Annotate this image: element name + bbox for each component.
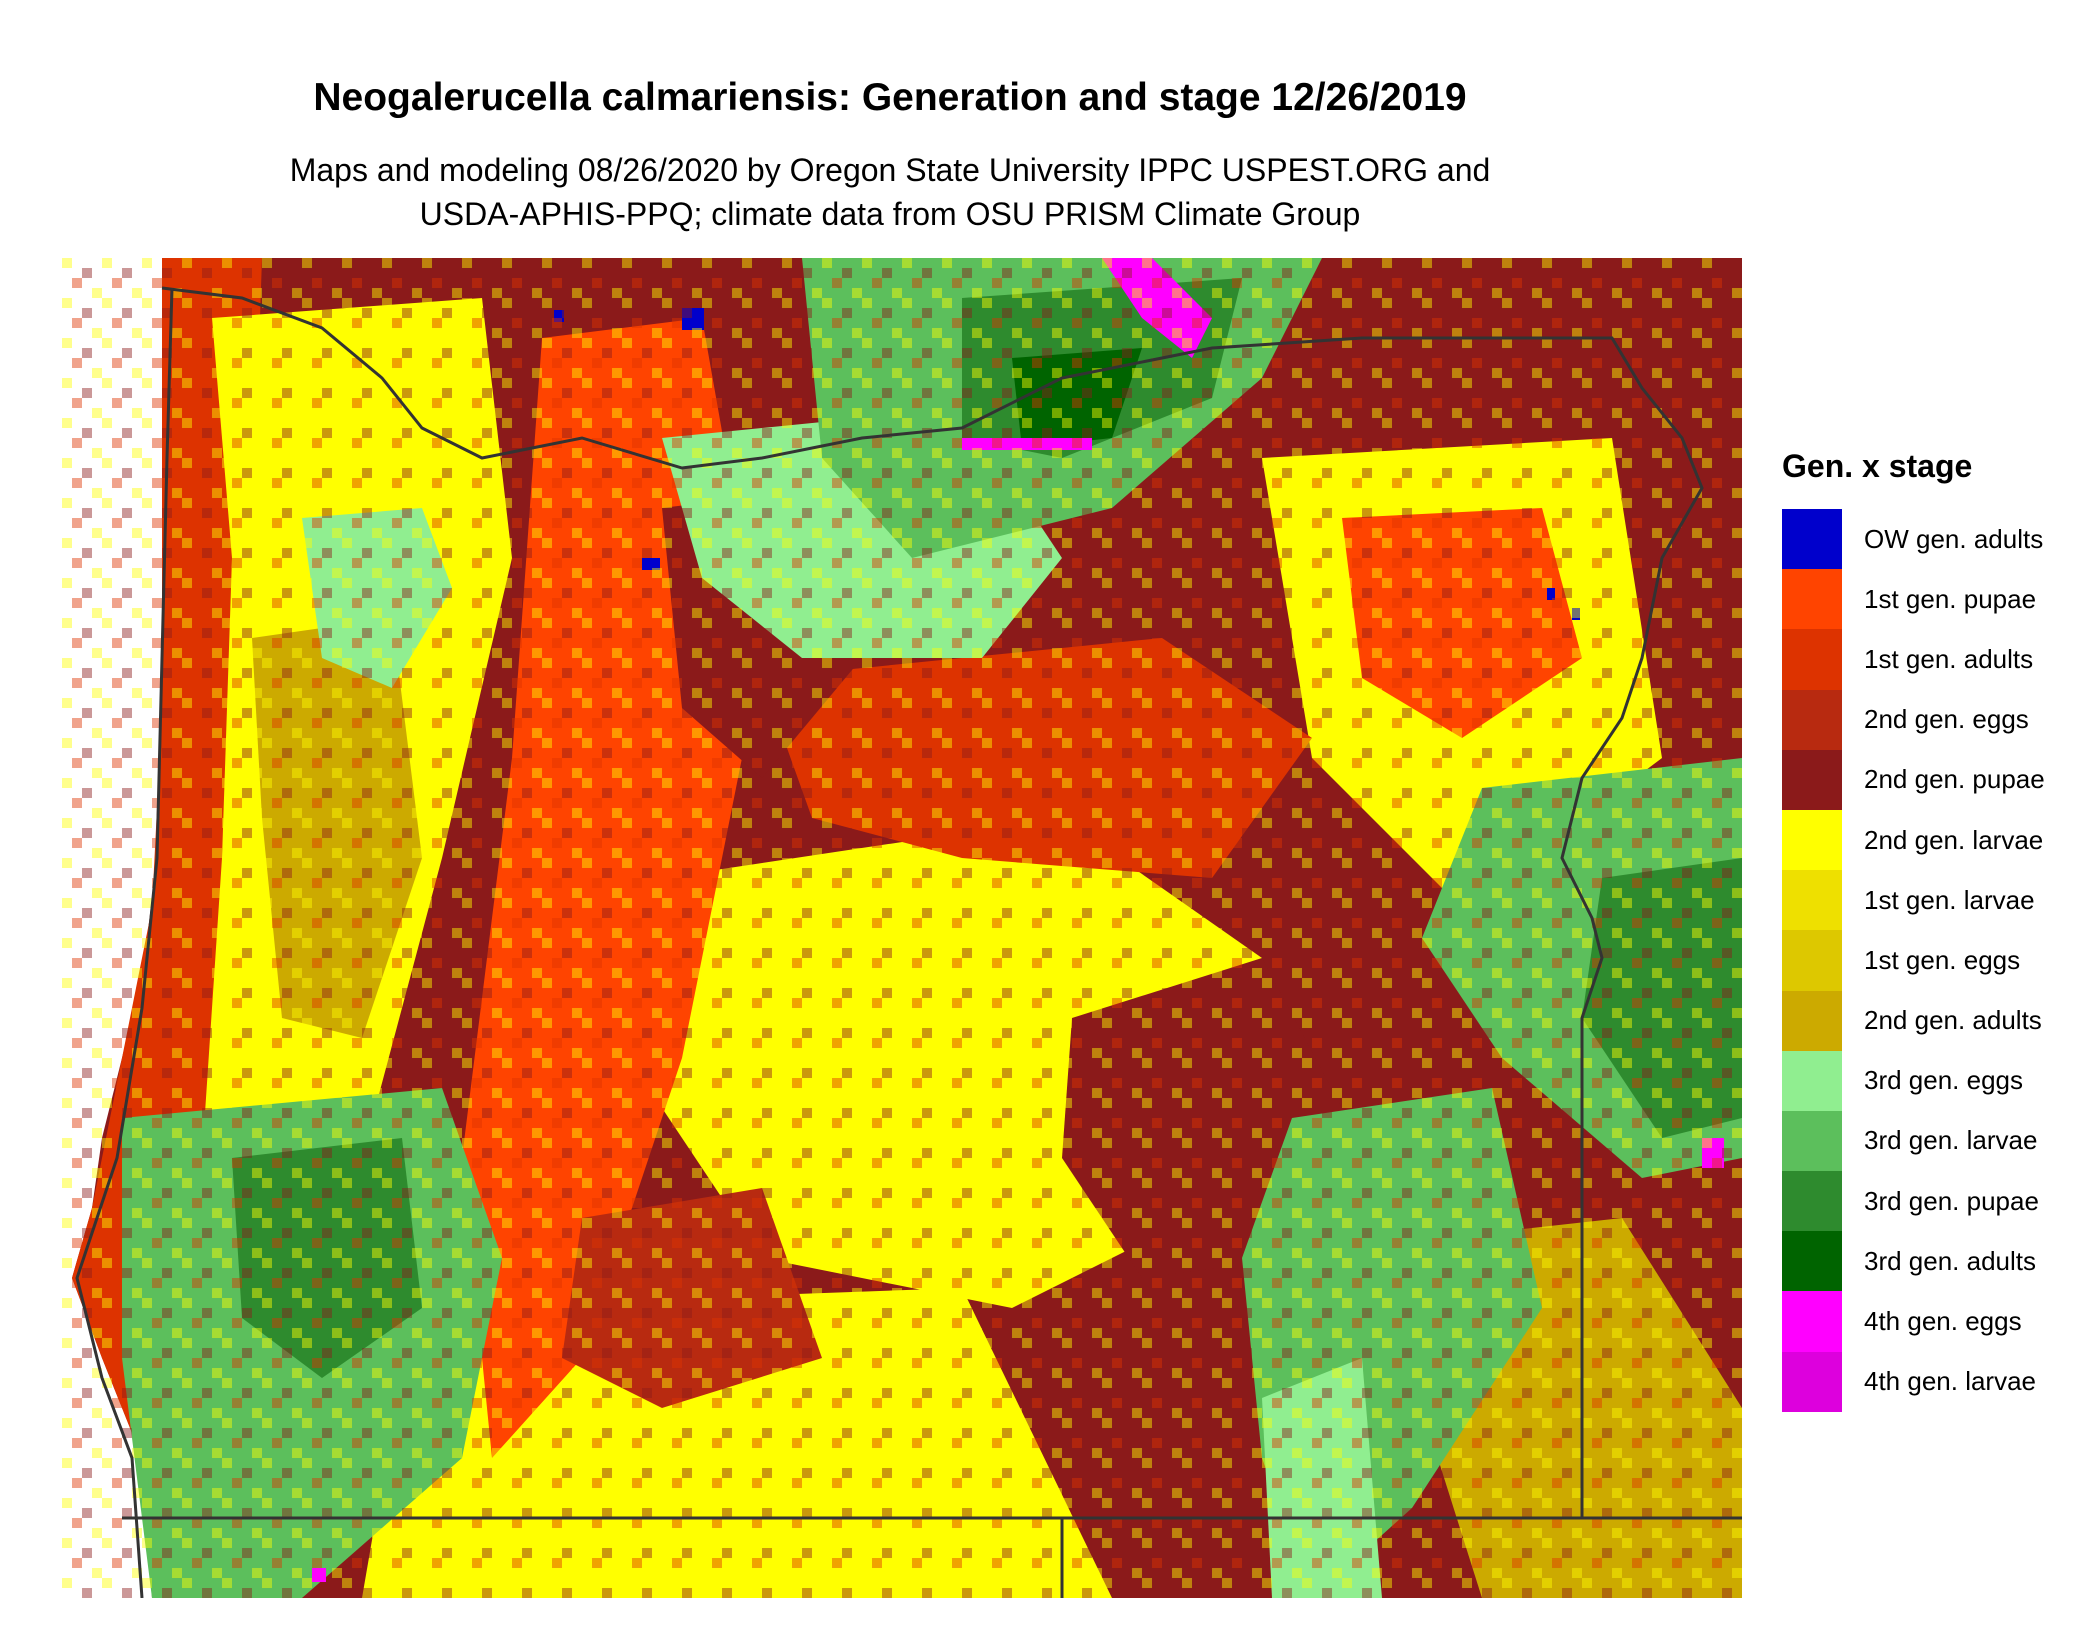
legend-label: 1st gen. larvae bbox=[1864, 884, 2035, 915]
legend-label: 3rd gen. pupae bbox=[1864, 1185, 2039, 1216]
legend-swatch bbox=[1782, 809, 1842, 871]
legend: Gen. x stage OW gen. adults 1st gen. pupa… bbox=[1782, 448, 2045, 1412]
legend-label: OW gen. adults bbox=[1864, 523, 2044, 554]
legend-item: 1st gen. adults bbox=[1782, 629, 2045, 690]
map-title: Neogalerucella calmariensis: Generation … bbox=[313, 76, 1467, 119]
legend-item: 1st gen. pupae bbox=[1782, 569, 2045, 630]
legend-item: 1st gen. larvae bbox=[1782, 870, 2045, 931]
legend-label: 3rd gen. larvae bbox=[1864, 1125, 2038, 1156]
legend-item: 3rd gen. eggs bbox=[1782, 1050, 2045, 1111]
legend-swatch bbox=[1782, 1351, 1842, 1412]
legend-swatch bbox=[1782, 509, 1842, 570]
legend-item: 2nd gen. eggs bbox=[1782, 689, 2045, 750]
legend-swatch bbox=[1782, 930, 1842, 991]
legend-label: 2nd gen. adults bbox=[1864, 1005, 2042, 1036]
legend-label: 1st gen. eggs bbox=[1864, 944, 2021, 975]
pixel-texture bbox=[62, 258, 1742, 1598]
legend-label: 2nd gen. pupae bbox=[1864, 764, 2045, 795]
legend-items: OW gen. adults 1st gen. pupae 1st gen. adu… bbox=[1782, 509, 2045, 1412]
subtitle-line-1: Maps and modeling 08/26/2020 by Oregon S… bbox=[289, 152, 1491, 188]
legend-item: 1st gen. eggs bbox=[1782, 930, 2045, 991]
legend-item: 3rd gen. adults bbox=[1782, 1231, 2045, 1292]
legend-item: 3rd gen. larvae bbox=[1782, 1110, 2045, 1172]
legend-label: 2nd gen. larvae bbox=[1864, 824, 2044, 855]
legend-swatch bbox=[1782, 990, 1842, 1051]
subtitle-line-2: USDA-APHIS-PPQ; climate data from OSU PR… bbox=[419, 196, 1361, 232]
legend-label: 1st gen. adults bbox=[1864, 643, 2034, 674]
legend-item: 2nd gen. pupae bbox=[1782, 749, 2045, 810]
legend-item: 2nd gen. adults bbox=[1782, 990, 2045, 1051]
boundary-lines bbox=[75, 286, 1742, 1598]
legend-label: 1st gen. pupae bbox=[1864, 583, 2037, 614]
legend-item: OW gen. adults bbox=[1782, 509, 2045, 570]
legend-item: 4th gen. larvae bbox=[1782, 1351, 2045, 1412]
legend-title: Gen. x stage bbox=[1782, 448, 1973, 484]
legend-item: 2nd gen. larvae bbox=[1782, 809, 2045, 871]
legend-label: 3rd gen. adults bbox=[1864, 1245, 2037, 1276]
legend-swatch bbox=[1782, 870, 1842, 931]
legend-swatch bbox=[1782, 1291, 1842, 1352]
legend-swatch bbox=[1782, 1050, 1842, 1111]
legend-swatch bbox=[1782, 569, 1842, 630]
legend-swatch bbox=[1782, 1231, 1842, 1292]
legend-item: 3rd gen. pupae bbox=[1782, 1171, 2045, 1232]
legend-swatch bbox=[1782, 689, 1842, 750]
map-subtitle: Maps and modeling 08/26/2020 by Oregon S… bbox=[0, 148, 1780, 236]
legend-item: 4th gen. eggs bbox=[1782, 1291, 2045, 1352]
legend-swatch bbox=[1782, 749, 1842, 810]
legend-label: 2nd gen. eggs bbox=[1864, 704, 2029, 735]
legend-swatch bbox=[1782, 629, 1842, 690]
oregon-state-border bbox=[161, 286, 1742, 1520]
legend-label: 3rd gen. eggs bbox=[1864, 1065, 2024, 1096]
legend-label: 4th gen. larvae bbox=[1864, 1366, 2037, 1397]
west-coast-line bbox=[75, 287, 174, 1598]
legend-label: 4th gen. eggs bbox=[1864, 1306, 2022, 1337]
legend-swatch bbox=[1782, 1171, 1842, 1232]
stage-map bbox=[62, 258, 1742, 1598]
legend-swatch bbox=[1782, 1110, 1842, 1172]
